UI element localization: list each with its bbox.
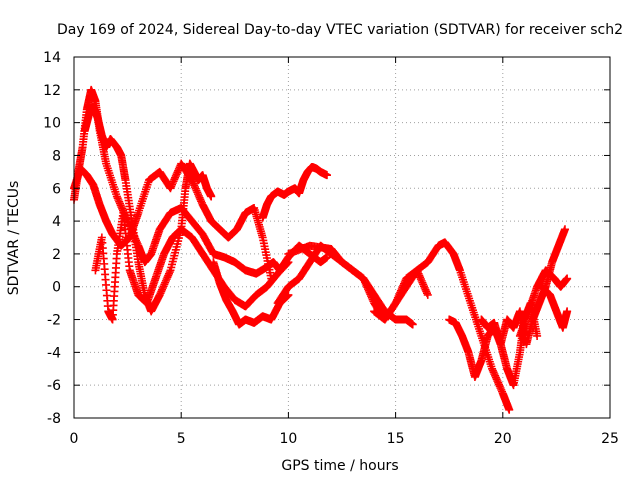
data-point bbox=[533, 331, 542, 340]
tick-labels: 0 5 10 15 20 25 -8 -6 -4 -2 0 2 4 6 8 10 12 14 bbox=[43, 50, 619, 447]
data-point bbox=[423, 290, 432, 299]
y-tick-label: -4 bbox=[47, 345, 61, 361]
data-point bbox=[284, 258, 293, 267]
data-point bbox=[563, 274, 572, 283]
x-tick-label: 25 bbox=[601, 431, 619, 447]
series-sat-l bbox=[515, 266, 572, 340]
series-sat-c bbox=[80, 102, 216, 316]
y-tick-label: 6 bbox=[52, 181, 61, 197]
x-tick-label: 0 bbox=[70, 431, 79, 447]
axis-ticks bbox=[73, 56, 611, 419]
y-axis-label: SDTVAR / TECUs bbox=[6, 181, 22, 296]
data-point bbox=[563, 307, 572, 316]
series-sat-h bbox=[284, 238, 514, 414]
data-point bbox=[322, 171, 331, 180]
series-sat-k bbox=[477, 225, 569, 349]
x-axis-label: GPS time / hours bbox=[281, 458, 398, 474]
y-tick-label: -2 bbox=[47, 313, 61, 329]
x-tick-label: 20 bbox=[494, 431, 512, 447]
y-tick-label: 2 bbox=[52, 247, 61, 263]
y-tick-label: 8 bbox=[52, 148, 61, 164]
data-point bbox=[408, 320, 417, 329]
series-sat-f bbox=[258, 162, 331, 222]
data-point bbox=[505, 405, 514, 414]
chart-title: Day 169 of 2024, Sidereal Day-to-day VTE… bbox=[57, 22, 623, 38]
series-sat-m bbox=[537, 282, 572, 332]
data-point bbox=[560, 225, 569, 234]
data-point bbox=[207, 192, 216, 201]
plot-frame bbox=[73, 56, 611, 419]
y-tick-label: 0 bbox=[52, 280, 61, 296]
x-tick-label: 10 bbox=[279, 431, 297, 447]
y-tick-label: 4 bbox=[52, 214, 61, 230]
y-tick-label: 14 bbox=[43, 50, 61, 66]
y-tick-label: 12 bbox=[43, 83, 61, 99]
x-tick-label: 15 bbox=[387, 431, 405, 447]
data-points bbox=[70, 85, 572, 414]
y-tick-label: -6 bbox=[47, 378, 61, 394]
y-tick-label: -8 bbox=[47, 411, 61, 427]
series-sat-i bbox=[370, 266, 432, 324]
x-tick-label: 5 bbox=[177, 431, 186, 447]
y-tick-label: 10 bbox=[43, 116, 61, 132]
